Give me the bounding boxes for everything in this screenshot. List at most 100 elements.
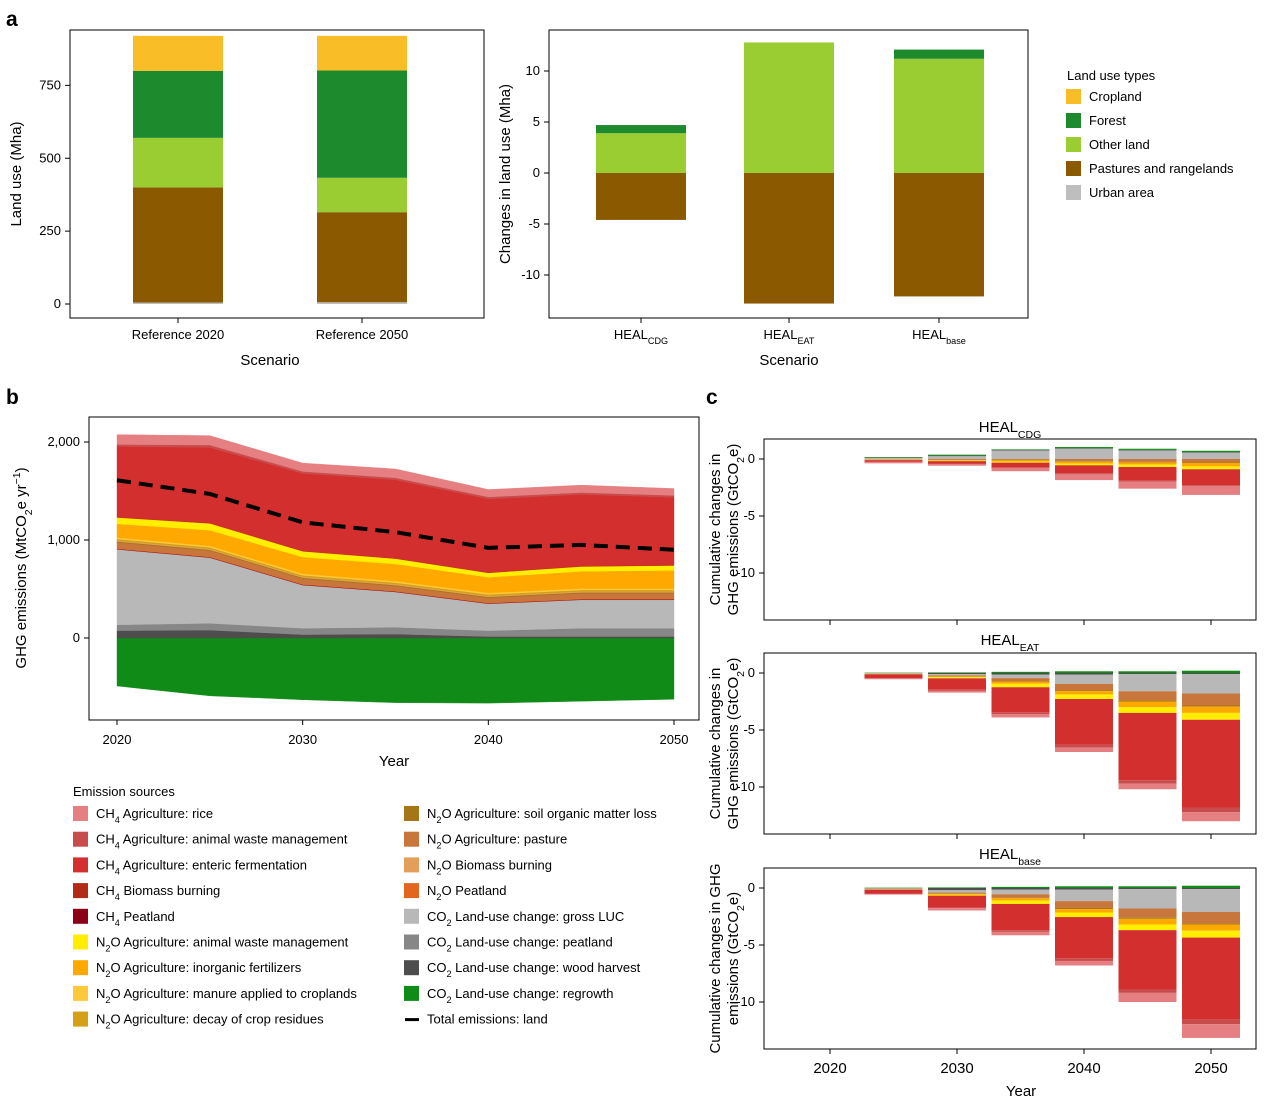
b-legend-label-part: 2 bbox=[105, 969, 110, 979]
a-right-ytick-label: 0 bbox=[533, 165, 540, 180]
c-bar-segment bbox=[928, 888, 986, 891]
c-bar-segment bbox=[1182, 673, 1240, 675]
panel-letter-b: b bbox=[6, 386, 19, 409]
b-legend-label-part: N bbox=[96, 1012, 105, 1027]
b-legend-label-part: CH bbox=[96, 806, 115, 821]
c-bar-segment bbox=[991, 889, 1050, 895]
c-bar-segment bbox=[928, 678, 986, 690]
a-right-xtick-label-part: CDG bbox=[648, 336, 668, 346]
c-bar-segment bbox=[864, 673, 923, 674]
b-legend-swatch bbox=[404, 806, 419, 821]
b-legend-label-part: Agriculture: soil organic matter loss bbox=[452, 806, 658, 821]
c-bar-segment bbox=[928, 456, 986, 459]
c-bar-segment bbox=[1182, 1024, 1240, 1038]
c-bar-segment bbox=[991, 468, 1050, 472]
b-legend-label: N2O Peatland bbox=[427, 883, 507, 902]
c-bar-segment bbox=[1182, 469, 1240, 486]
c-xtick-label: 2020 bbox=[813, 1060, 846, 1077]
b-legend-label-part: Agriculture: enteric fermentation bbox=[120, 857, 307, 872]
a-left-bar-segment bbox=[133, 137, 223, 188]
a-legend-label: Urban area bbox=[1089, 185, 1155, 200]
a-left-bar-segment bbox=[133, 302, 223, 304]
c-bar-segment bbox=[1182, 462, 1240, 467]
c-bar-segment bbox=[1118, 924, 1177, 931]
c-bar-segment bbox=[928, 461, 986, 464]
c-bar-segment bbox=[928, 907, 986, 909]
c-bar-segment bbox=[1182, 807, 1240, 813]
c-ylabel-line2: GHG emissions (GtCO2e) bbox=[725, 444, 747, 616]
c-bar-segment bbox=[928, 673, 986, 675]
b-legend-label-part: Land-use change: gross LUC bbox=[452, 909, 625, 924]
c-bar-segment bbox=[864, 889, 923, 894]
c-bar-segment bbox=[991, 673, 1050, 675]
a-right-bar-segment bbox=[596, 133, 686, 173]
c-ylabel-line2-part: e) bbox=[725, 444, 742, 457]
c-bar-segment bbox=[991, 680, 1050, 682]
b-ylabel-part: e yr bbox=[13, 484, 30, 509]
b-legend-swatch bbox=[73, 857, 88, 873]
c-ylabel-line1: Cumulative changes in GHG bbox=[707, 863, 724, 1053]
c-bar-segment bbox=[1182, 885, 1240, 888]
a-right-ytick-label: 10 bbox=[526, 63, 540, 78]
c-bar-segment bbox=[1055, 447, 1113, 449]
a-right-ylabel: Changes in land use (Mha) bbox=[497, 84, 514, 264]
a-left-bar-segment bbox=[133, 35, 223, 71]
b-legend-swatch bbox=[73, 960, 88, 976]
b-legend-label-part: N bbox=[96, 986, 105, 1001]
b-legend-swatch bbox=[73, 883, 88, 899]
b-legend-label: N2O Agriculture: decay of crop residues bbox=[96, 1012, 324, 1031]
b-legend-label-part: 4 bbox=[115, 815, 120, 825]
c-bar-segment bbox=[1118, 888, 1177, 890]
c-bar-segment bbox=[991, 886, 1050, 888]
c-frame bbox=[763, 652, 1257, 835]
a-legend-swatch bbox=[1066, 89, 1081, 104]
c-bar-segment bbox=[991, 894, 1050, 898]
b-legend-label-part: 2 bbox=[447, 969, 452, 979]
c-bar-segment bbox=[864, 674, 923, 679]
c-bar-segment bbox=[1118, 783, 1177, 790]
b-legend-swatch bbox=[73, 934, 88, 950]
b-legend-swatch bbox=[404, 883, 419, 899]
c-ylabel-line2-part: GHG emissions (GtCO bbox=[725, 463, 742, 616]
c-bar-segment bbox=[1118, 464, 1177, 467]
c-ylabel-line2-part: 2 bbox=[735, 671, 747, 677]
b-legend-swatch bbox=[404, 934, 419, 950]
b-legend-label-part: O bbox=[441, 883, 451, 898]
c-bar-segment bbox=[1182, 1019, 1240, 1025]
b-legend-label-part: CH bbox=[96, 857, 115, 872]
c-bar-segment bbox=[991, 461, 1050, 463]
b-legend-label: N2O Agriculture: animal waste management bbox=[96, 935, 349, 954]
b-legend-label-part: CH bbox=[96, 909, 115, 924]
c-bar-segment bbox=[1055, 474, 1113, 481]
c-ylabel-line1-part: Cumulative changes in GHG bbox=[707, 863, 724, 1053]
a-right-bar-segment bbox=[894, 58, 984, 174]
a-right-bar-segment bbox=[596, 173, 686, 220]
c-bar-segment bbox=[1055, 673, 1113, 675]
b-legend-label-part: Biomass burning bbox=[452, 857, 552, 872]
b-legend-label-part: 2 bbox=[436, 841, 441, 851]
c-bar-segment bbox=[928, 460, 986, 462]
b-legend-label-part: N bbox=[96, 960, 105, 975]
b-legend-label: CH4 Biomass burning bbox=[96, 883, 220, 902]
c-bar-segment bbox=[1182, 466, 1240, 470]
c-bar-segment bbox=[1055, 747, 1113, 753]
c-bar-segment bbox=[928, 892, 986, 894]
c-ylabel-line1-part: Cumulative changes in bbox=[707, 454, 724, 606]
c-xtick-label: 2030 bbox=[940, 1060, 973, 1077]
c-ytick-label: 0 bbox=[748, 880, 755, 895]
a-left-ytick-label: 250 bbox=[39, 223, 61, 238]
b-ylabel-part: ) bbox=[13, 467, 30, 472]
c-bar-segment bbox=[928, 894, 986, 896]
b-legend-label-part: 4 bbox=[115, 841, 120, 851]
c-bar-segment bbox=[1055, 691, 1113, 695]
a-legend-swatch bbox=[1066, 137, 1081, 152]
b-ytick-label: 2,000 bbox=[47, 434, 80, 449]
c-ytick-label: -10 bbox=[736, 565, 755, 580]
c-bar-segment bbox=[1118, 466, 1177, 481]
b-legend-label: N2O Agriculture: pasture bbox=[427, 832, 567, 851]
c-bar-segment bbox=[991, 931, 1050, 936]
c-ylabel-line2-part: e) bbox=[725, 658, 742, 671]
b-area-co2-regrowth bbox=[116, 637, 675, 704]
b-legend-label: CO2 Land-use change: regrowth bbox=[427, 986, 613, 1005]
b-legend-label-part: 2 bbox=[436, 866, 441, 876]
